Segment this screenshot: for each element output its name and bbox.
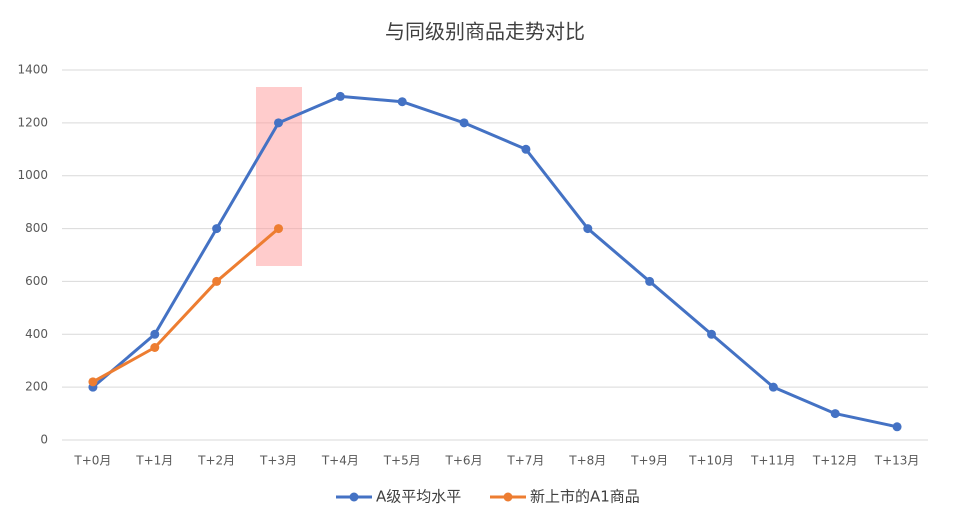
chart-title: 与同级别商品走势对比 (385, 20, 585, 44)
data-point (335, 91, 345, 101)
data-point (274, 224, 283, 234)
x-tick-label: T+12月 (812, 454, 858, 468)
legend-label: 新上市的A1商品 (530, 488, 640, 506)
data-point (150, 343, 160, 352)
legend: A级平均水平 新上市的A1商品 (336, 488, 640, 506)
x-tick-label: T+2月 (197, 454, 235, 468)
series-line (91, 94, 898, 429)
data-point (212, 224, 222, 234)
legend-label: A级平均水平 (376, 488, 461, 506)
data-point (150, 329, 160, 339)
data-point (583, 224, 593, 234)
x-tick-label: T+9月 (630, 454, 668, 468)
data-point (397, 97, 407, 107)
y-tick-label: 600 (25, 274, 48, 288)
x-tick-label: T+13月 (874, 454, 920, 468)
y-tick-label: 200 (25, 380, 48, 394)
x-tick-label: T+6月 (445, 454, 483, 468)
x-tick-label: T+3月 (259, 454, 297, 468)
y-tick-label: 1000 (17, 168, 48, 182)
x-tick-label: T+11月 (750, 454, 796, 468)
y-tick-label: 1400 (17, 63, 48, 77)
data-point (88, 377, 98, 387)
y-tick-label: 0 (40, 433, 48, 447)
data-point (707, 329, 716, 339)
data-point (459, 118, 469, 128)
plot (88, 91, 902, 432)
data-point (274, 118, 283, 128)
y-tick-label: 400 (25, 327, 48, 341)
legend-marker (503, 492, 513, 502)
x-tick-label: T+7月 (506, 454, 544, 468)
data-point (830, 409, 840, 419)
data-point (212, 276, 222, 286)
grid (62, 69, 928, 441)
x-tick-label: T+8月 (568, 454, 606, 468)
y-tick-label: 800 (25, 221, 48, 235)
data-point (892, 422, 902, 432)
data-point (521, 144, 531, 154)
y-tick-label: 1200 (17, 115, 48, 129)
x-tick-label: T+1月 (135, 454, 173, 468)
highlight-box (256, 87, 302, 266)
legend-marker (349, 492, 359, 502)
data-point (645, 276, 655, 286)
data-point (768, 382, 778, 392)
series-line (92, 227, 280, 384)
x-tick-label: T+0月 (73, 454, 111, 468)
x-tick-label: T+10月 (688, 454, 734, 468)
x-tick-label: T+4月 (321, 454, 359, 468)
x-tick-label: T+5月 (383, 454, 421, 468)
